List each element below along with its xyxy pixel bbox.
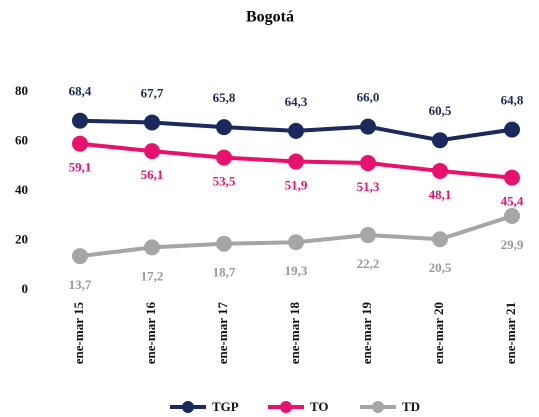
- point: [360, 155, 376, 172]
- legend-marker: [372, 401, 384, 413]
- data-label: 22,2: [357, 256, 380, 271]
- x-tick-label: ene-mar 21: [503, 302, 518, 364]
- data-label: 56,1: [141, 167, 164, 182]
- point: [288, 234, 304, 251]
- point: [360, 118, 376, 135]
- data-label: 51,9: [285, 178, 308, 193]
- data-label: 20,5: [429, 260, 452, 275]
- point: [432, 231, 448, 248]
- point: [144, 114, 160, 131]
- data-label: 65,8: [213, 90, 236, 105]
- point: [144, 143, 160, 160]
- point: [504, 169, 520, 186]
- x-tick-label: ene-mar 15: [71, 302, 86, 365]
- data-label: 13,7: [69, 277, 92, 292]
- legend-marker: [280, 401, 292, 413]
- point: [432, 162, 448, 179]
- data-label: 66,0: [357, 90, 380, 105]
- x-tick-label: ene-mar 18: [287, 302, 302, 365]
- data-label: 29,9: [501, 237, 524, 252]
- data-label: 64,8: [501, 93, 524, 108]
- data-label: 67,7: [141, 85, 164, 100]
- data-label: 18,7: [213, 265, 236, 280]
- point: [432, 132, 448, 149]
- data-label: 48,1: [429, 187, 452, 202]
- y-tick-label: 60: [15, 132, 28, 147]
- data-label: 17,2: [141, 268, 164, 283]
- data-label: 68,4: [69, 84, 92, 99]
- data-label: 64,3: [285, 94, 308, 109]
- data-label: 59,1: [69, 160, 92, 175]
- point: [288, 122, 304, 139]
- y-tick-label: 80: [15, 83, 28, 98]
- point: [216, 149, 232, 166]
- x-tick-label: ene-mar 19: [359, 302, 374, 365]
- y-tick-label: 0: [22, 281, 29, 296]
- y-tick-label: 40: [15, 182, 28, 197]
- legend-label: TO: [310, 399, 329, 414]
- point: [72, 248, 88, 265]
- legend-label: TD: [402, 399, 420, 414]
- legend-marker: [182, 401, 194, 413]
- chart-title: Bogotá: [246, 9, 294, 26]
- data-label: 51,3: [357, 179, 380, 194]
- point: [288, 153, 304, 170]
- point: [360, 227, 376, 244]
- data-label: 19,3: [285, 263, 308, 278]
- data-label: 60,5: [429, 103, 452, 118]
- y-tick-label: 20: [15, 231, 28, 246]
- point: [144, 239, 160, 256]
- legend-label: TGP: [212, 399, 239, 414]
- point: [72, 135, 88, 152]
- point: [216, 119, 232, 136]
- data-label: 53,5: [213, 174, 236, 189]
- point: [504, 121, 520, 138]
- data-label: 45,4: [501, 194, 524, 209]
- x-tick-label: ene-mar 20: [431, 302, 446, 364]
- point: [72, 112, 88, 129]
- x-tick-label: ene-mar 17: [215, 302, 230, 365]
- point: [216, 235, 232, 252]
- point: [504, 207, 520, 224]
- x-tick-label: ene-mar 16: [143, 302, 158, 365]
